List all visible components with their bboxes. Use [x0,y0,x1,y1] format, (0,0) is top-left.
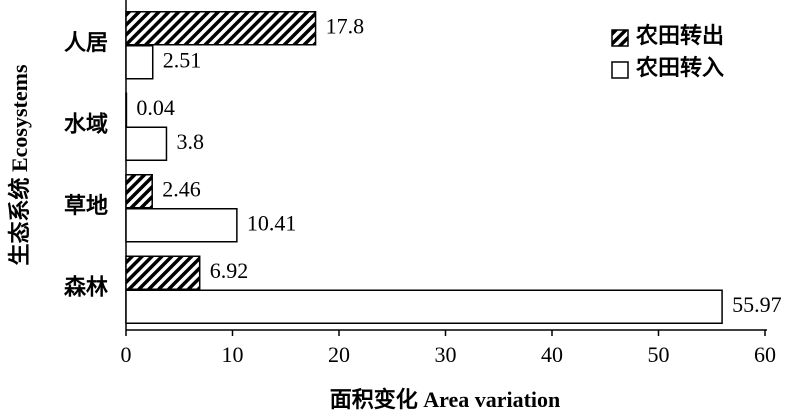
bar [125,174,153,209]
y-tick-label: 森林 [64,274,108,299]
x-tick-label: 0 [121,342,132,367]
y-tick-label: 人居 [64,30,108,55]
legend-label: 农田转入 [635,55,724,80]
value-label: 10.41 [247,210,297,235]
x-tick-label: 30 [435,342,457,367]
bar [125,208,238,243]
value-label: 2.51 [163,47,202,72]
x-tick-label: 20 [328,342,350,367]
y-tick-label: 草地 [64,193,108,218]
bar [125,45,154,80]
value-label: 3.8 [176,129,204,154]
value-label: 17.8 [326,13,365,38]
x-tick-label: 40 [541,342,563,367]
value-label: 0.04 [136,95,175,120]
bar [125,11,317,46]
x-axis-label: 面积变化 Area variation [330,387,561,412]
y-axis-label: 生态系统 Ecosystems [7,64,32,265]
bar [125,289,723,324]
x-tick-label: 50 [648,342,670,367]
bar [125,126,168,161]
value-label: 6.92 [210,258,249,283]
legend-swatch [611,29,629,47]
y-tick-label: 水域 [64,111,108,136]
bar [125,255,201,290]
legend-label: 农田转出 [635,23,724,48]
value-label: 2.46 [162,176,201,201]
value-label: 55.97 [732,292,782,317]
x-tick-label: 60 [754,342,776,367]
legend-swatch [611,61,629,79]
x-tick-label: 10 [222,342,244,367]
